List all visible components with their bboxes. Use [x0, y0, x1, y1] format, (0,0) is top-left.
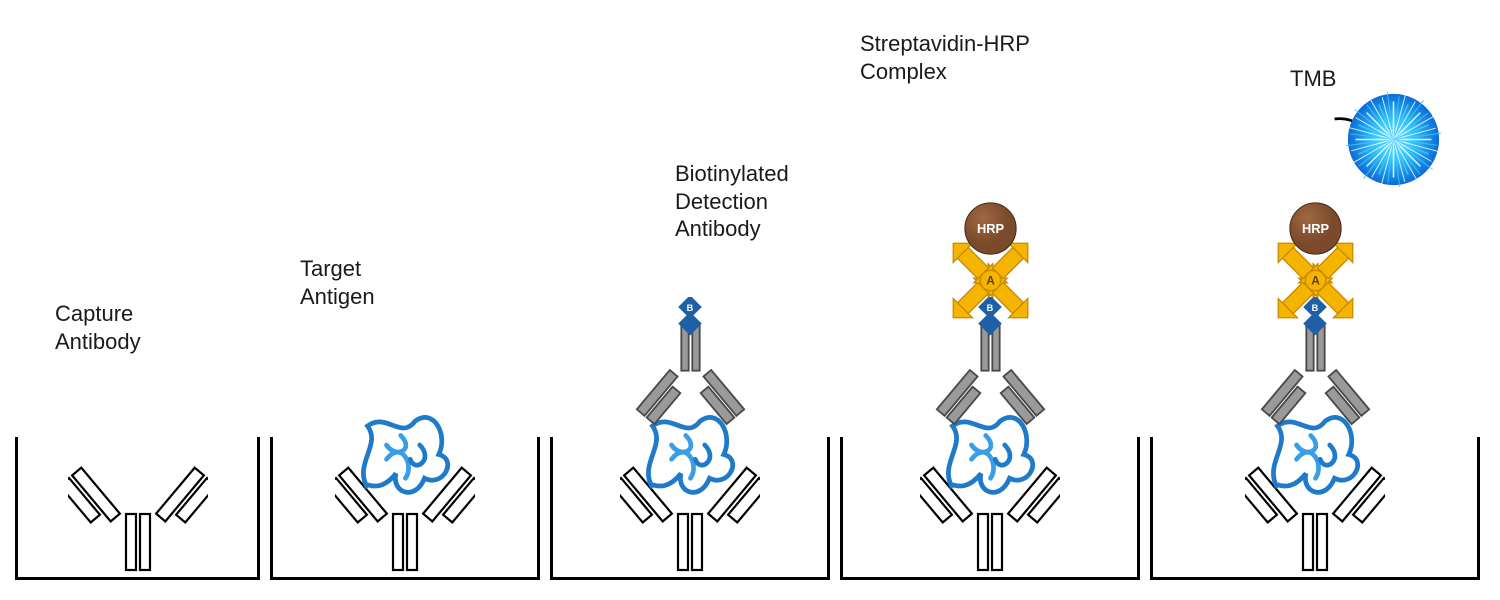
- svg-text:A: A: [986, 274, 995, 288]
- svg-text:A: A: [1311, 274, 1320, 288]
- capture-antibody-icon: [68, 454, 208, 574]
- step-label: Target Antigen: [300, 255, 375, 310]
- biotin-icon: B: [672, 297, 708, 337]
- antigen-icon: [348, 407, 463, 502]
- step-label: Streptavidin-HRP Complex: [860, 30, 1030, 85]
- step-label: TMB: [1290, 65, 1336, 93]
- elisa-step-panel: B: [1150, 20, 1480, 580]
- detection-antibody-icon: [1248, 323, 1383, 433]
- svg-text:B: B: [687, 303, 694, 313]
- step-label: Capture Antibody: [55, 300, 141, 355]
- svg-text:HRP: HRP: [976, 221, 1004, 236]
- hrp-icon: HRP: [963, 201, 1018, 256]
- detection-antibody-icon: [923, 323, 1058, 433]
- elisa-step-panel: B: [550, 20, 830, 580]
- svg-text:HRP: HRP: [1301, 221, 1329, 236]
- tmb-signal-icon: [1346, 92, 1441, 187]
- step-label: Biotinylated Detection Antibody: [675, 160, 789, 243]
- hrp-icon: HRP: [1288, 201, 1343, 256]
- detection-antibody-icon: [623, 323, 758, 433]
- elisa-step-panel: B: [840, 20, 1140, 580]
